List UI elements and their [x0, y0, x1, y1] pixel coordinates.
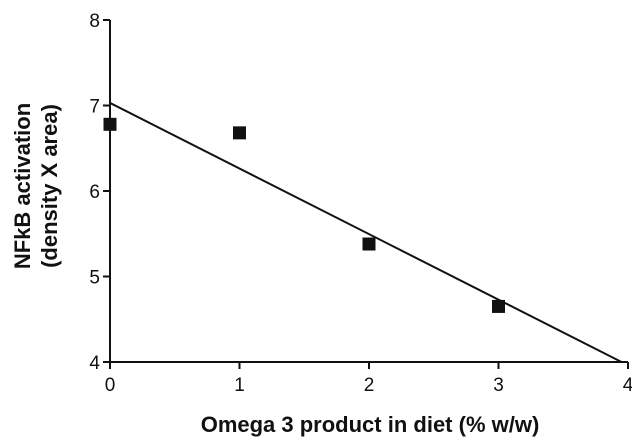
x-axis-title: Omega 3 product in diet (% w/w) [201, 412, 540, 437]
regression-line [109, 102, 622, 363]
x-axis-ticks: 0 1 2 3 4 [105, 362, 632, 396]
y-axis-title-line2: (density X area) [37, 104, 62, 268]
data-points [103, 117, 505, 313]
y-tick-label: 4 [89, 353, 100, 374]
fit-line-layer [109, 102, 622, 363]
data-point [103, 117, 117, 131]
data-point [492, 299, 505, 313]
axes [109, 20, 628, 363]
x-tick-label: 3 [493, 375, 504, 396]
x-tick-label: 0 [105, 375, 116, 396]
y-tick-label: 6 [89, 182, 100, 203]
x-tick-label: 4 [623, 375, 632, 396]
y-tick-label: 8 [89, 11, 100, 32]
y-axis-title-line1: NFkB activation [10, 103, 35, 269]
x-tick-label: 2 [364, 375, 375, 396]
data-point [362, 237, 376, 251]
y-axis-ticks: 4 5 6 7 8 [89, 11, 110, 374]
x-tick-label: 1 [234, 375, 245, 396]
y-tick-label: 7 [89, 97, 100, 118]
y-tick-label: 5 [89, 268, 100, 289]
data-point [233, 126, 246, 140]
